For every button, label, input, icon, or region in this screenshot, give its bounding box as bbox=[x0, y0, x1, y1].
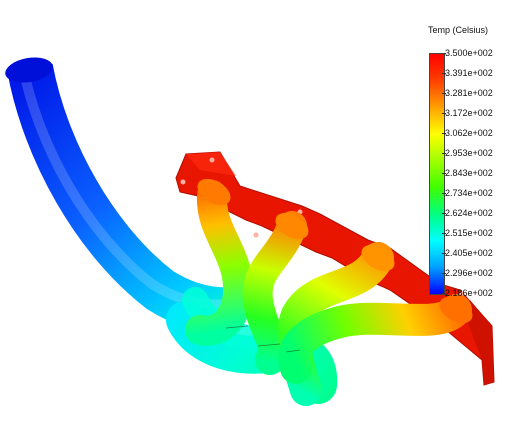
flange-bolt-hole bbox=[253, 232, 259, 238]
legend-tick-label: 2.953e+002 bbox=[445, 148, 493, 158]
legend-tick-mark bbox=[442, 233, 446, 234]
legend-tick-mark bbox=[442, 253, 446, 254]
runner-4[interactable] bbox=[278, 291, 477, 384]
legend-tick-label: 2.734e+002 bbox=[445, 188, 493, 198]
runner-2[interactable] bbox=[242, 207, 314, 375]
legend-tick-label: 2.405e+002 bbox=[445, 248, 493, 258]
legend-tick-label: 3.062e+002 bbox=[445, 128, 493, 138]
legend-tick-label: 2.843e+002 bbox=[445, 168, 493, 178]
legend-tick-label: 3.281e+002 bbox=[445, 88, 493, 98]
legend-tick-label: 3.500e+002 bbox=[445, 48, 493, 58]
legend-tick-mark bbox=[442, 213, 446, 214]
legend-tick-mark bbox=[442, 293, 446, 294]
legend-tick-label: 2.515e+002 bbox=[445, 228, 493, 238]
legend-tick-label: 3.172e+002 bbox=[445, 108, 493, 118]
flange-bolt-hole bbox=[209, 157, 215, 163]
flange-bolt-hole bbox=[180, 179, 186, 185]
legend-tick-mark bbox=[442, 113, 446, 114]
pipe-outlet-end bbox=[5, 57, 53, 83]
legend-tick-mark bbox=[442, 93, 446, 94]
legend-tick-mark bbox=[442, 153, 446, 154]
legend-tick-mark bbox=[442, 133, 446, 134]
legend-tick-label: 2.296e+002 bbox=[445, 268, 493, 278]
legend-tick-mark bbox=[442, 193, 446, 194]
weld-seams bbox=[225, 325, 301, 353]
legend-tick-label: 3.391e+002 bbox=[445, 68, 493, 78]
runner-1[interactable] bbox=[185, 173, 254, 346]
legend-tick-label: 2.624e+002 bbox=[445, 208, 493, 218]
legend-color-bar bbox=[429, 53, 445, 295]
legend-tick-mark bbox=[442, 73, 446, 74]
legend-tick-mark bbox=[442, 173, 446, 174]
legend-tick-mark bbox=[442, 273, 446, 274]
temperature-legend: Temp (Celsius) 3.500e+002 3.391e+002 3.281… bbox=[428, 22, 524, 298]
legend-title: Temp (Celsius) bbox=[428, 25, 489, 35]
legend-tick-mark bbox=[442, 53, 446, 54]
legend-tick-label: 2.186e+002 bbox=[445, 288, 493, 298]
